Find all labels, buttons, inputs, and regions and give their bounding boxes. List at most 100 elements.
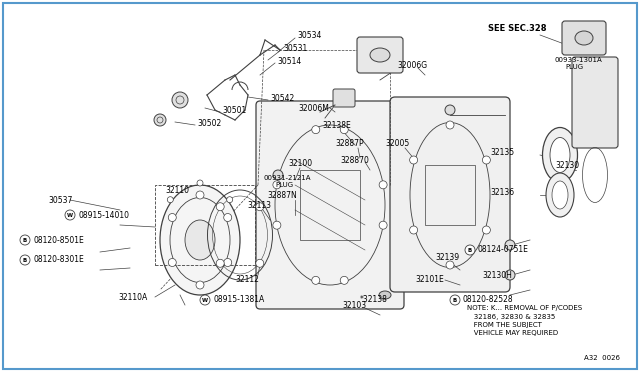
Text: 32100: 32100 (288, 158, 312, 167)
Text: A32  0026: A32 0026 (584, 355, 620, 361)
Ellipse shape (575, 31, 593, 45)
Circle shape (256, 203, 264, 211)
Text: 08124-0751E: 08124-0751E (478, 246, 529, 254)
Circle shape (168, 214, 176, 221)
Text: 08120-8501E: 08120-8501E (33, 235, 84, 244)
Text: 00933-1301A: 00933-1301A (555, 57, 603, 63)
Text: 32136: 32136 (490, 187, 514, 196)
Circle shape (483, 226, 490, 234)
Text: 32112: 32112 (235, 276, 259, 285)
Text: *32138: *32138 (360, 295, 388, 305)
Circle shape (340, 276, 348, 284)
Circle shape (216, 259, 224, 267)
Circle shape (410, 156, 418, 164)
Text: 32110A: 32110A (118, 292, 147, 301)
Text: PLUG: PLUG (275, 182, 293, 188)
Text: 32101E: 32101E (415, 276, 444, 285)
Circle shape (167, 197, 173, 203)
Circle shape (65, 210, 75, 220)
Circle shape (20, 235, 30, 245)
Ellipse shape (543, 128, 577, 183)
Circle shape (379, 181, 387, 189)
Text: PLUG: PLUG (565, 64, 583, 70)
Circle shape (196, 281, 204, 289)
Circle shape (196, 191, 204, 199)
Circle shape (379, 221, 387, 229)
Circle shape (446, 261, 454, 269)
Text: 08915-1381A: 08915-1381A (213, 295, 264, 305)
Text: 32130H: 32130H (482, 270, 512, 279)
Text: 30537: 30537 (48, 196, 72, 205)
FancyBboxPatch shape (333, 89, 355, 107)
Text: SEE SEC.328: SEE SEC.328 (488, 23, 547, 32)
Text: 32110: 32110 (165, 186, 189, 195)
Text: 30542: 30542 (270, 93, 294, 103)
Text: B: B (453, 298, 457, 302)
Ellipse shape (379, 291, 391, 299)
Circle shape (273, 221, 281, 229)
Text: 30501: 30501 (222, 106, 246, 115)
Bar (155, 185, 255, 265)
FancyBboxPatch shape (562, 21, 606, 55)
Circle shape (256, 259, 264, 267)
Ellipse shape (550, 138, 570, 173)
Ellipse shape (546, 173, 574, 217)
Circle shape (446, 121, 454, 129)
Circle shape (410, 226, 418, 234)
Circle shape (450, 295, 460, 305)
Circle shape (340, 126, 348, 134)
Circle shape (20, 255, 30, 265)
Circle shape (312, 126, 320, 134)
Text: 32138E: 32138E (322, 121, 351, 129)
Text: 08120-82528: 08120-82528 (463, 295, 514, 305)
Text: 32006M: 32006M (298, 103, 329, 112)
Text: W: W (67, 212, 73, 218)
Circle shape (200, 295, 210, 305)
Bar (425, 165, 475, 225)
Circle shape (227, 197, 233, 203)
Circle shape (168, 259, 176, 266)
Bar (300, 170, 360, 240)
Text: W: W (202, 298, 208, 302)
Text: 08915-14010: 08915-14010 (78, 211, 129, 219)
Text: 32113: 32113 (247, 201, 271, 209)
Text: 32103: 32103 (342, 301, 366, 310)
Text: 08120-8301E: 08120-8301E (33, 256, 84, 264)
Circle shape (273, 181, 281, 189)
Circle shape (505, 240, 515, 250)
Ellipse shape (552, 181, 568, 209)
Text: 32139: 32139 (435, 253, 459, 263)
Circle shape (445, 105, 455, 115)
Text: 00931-2121A: 00931-2121A (264, 175, 312, 181)
Circle shape (505, 270, 515, 280)
Text: B: B (468, 247, 472, 253)
FancyBboxPatch shape (390, 97, 510, 292)
Text: 328870: 328870 (340, 155, 369, 164)
Text: 32135: 32135 (490, 148, 514, 157)
FancyBboxPatch shape (572, 57, 618, 148)
Circle shape (224, 214, 232, 221)
Text: 32887P: 32887P (335, 138, 364, 148)
Text: B: B (23, 237, 27, 243)
Text: 32130: 32130 (555, 160, 579, 170)
Circle shape (483, 156, 490, 164)
Circle shape (273, 170, 283, 180)
Text: 32887N: 32887N (267, 190, 297, 199)
Ellipse shape (370, 48, 390, 62)
Text: 30534: 30534 (297, 31, 321, 39)
FancyBboxPatch shape (256, 101, 404, 309)
Ellipse shape (185, 220, 215, 260)
Circle shape (154, 114, 166, 126)
Circle shape (312, 276, 320, 284)
Text: B: B (23, 257, 27, 263)
Text: 30502: 30502 (197, 119, 221, 128)
Ellipse shape (160, 185, 240, 295)
Text: 30531: 30531 (283, 44, 307, 52)
Circle shape (224, 259, 232, 266)
Text: NOTE: K... REMOVAL OF P/CODES
   32186, 32830 & 32835
   FROM THE SUBJECT
   VEH: NOTE: K... REMOVAL OF P/CODES 32186, 328… (467, 305, 582, 337)
Text: 30514: 30514 (277, 57, 301, 65)
Circle shape (465, 245, 475, 255)
FancyBboxPatch shape (357, 37, 403, 73)
Circle shape (197, 180, 203, 186)
Circle shape (216, 203, 224, 211)
